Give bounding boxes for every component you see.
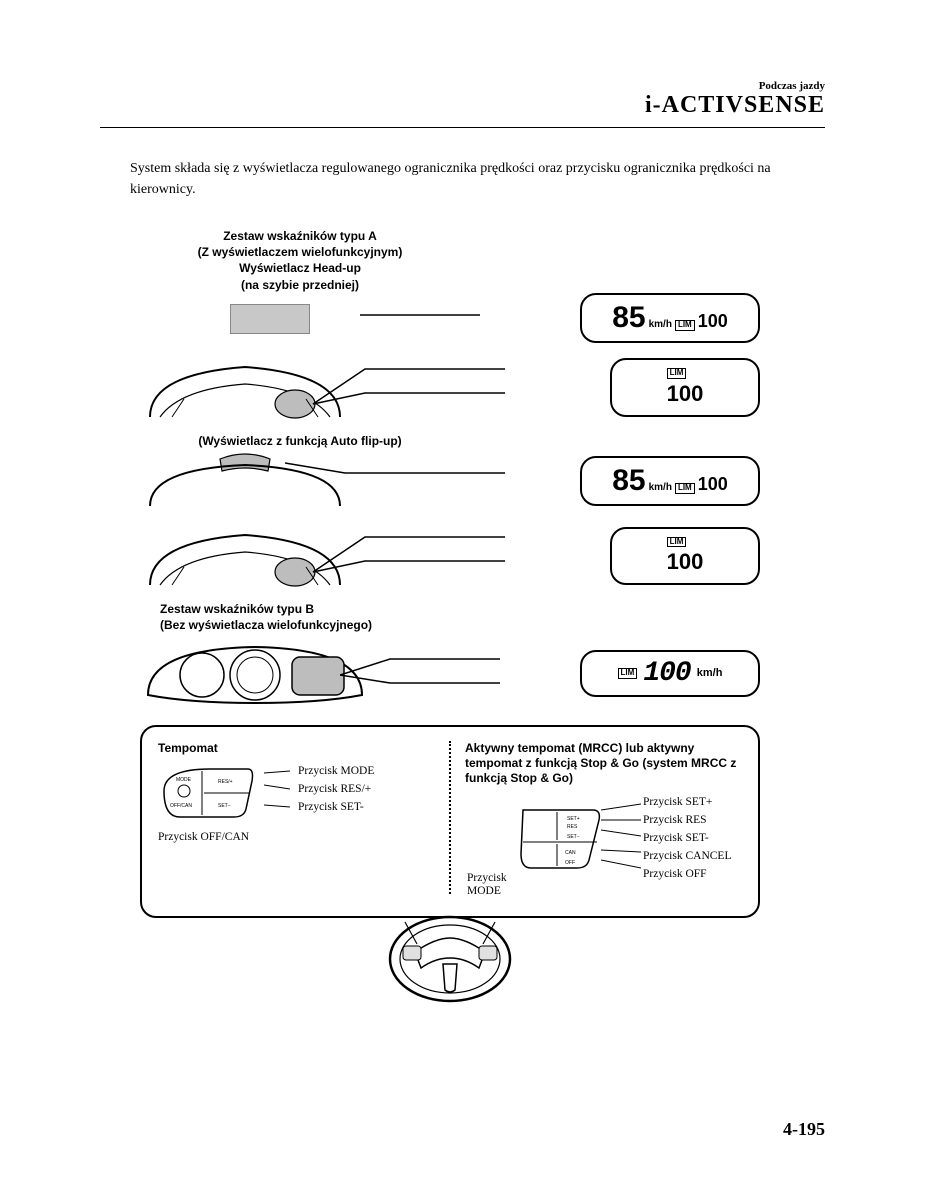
steering-wheel-wrap (140, 914, 760, 1009)
page-number: 4-195 (783, 1119, 825, 1140)
callout-dash-lim-2: LIM 100 (610, 527, 760, 586)
row-hud: 85 km/h LIM 100 (140, 293, 760, 343)
row-dash-2: LIM 100 (140, 517, 760, 595)
caption-a-line1: Zestaw wskaźników typu A (150, 228, 450, 244)
header-category: Podczas jazdy (100, 80, 825, 92)
section-a-caption: Zestaw wskaźników typu A (Z wyświetlacze… (150, 228, 450, 293)
dashboard-illustration-1 (140, 349, 350, 427)
mid-caption: (Wyświetlacz z funkcją Auto flip-up) (150, 433, 450, 449)
limit-value-7seg: 100 (643, 658, 690, 689)
caption-a-line3: Wyświetlacz Head-up (150, 260, 450, 276)
limit-value: 100 (667, 381, 704, 407)
svg-text:SET+: SET+ (567, 816, 580, 822)
controls-col-mrcc: Aktywny tempomat (MRCC) lub aktywny temp… (451, 741, 742, 894)
page-header: Podczas jazdy i-ACTIVSENSE (100, 80, 825, 119)
caption-b-line1: Zestaw wskaźników typu B (160, 601, 760, 617)
lim-icon: LIM (667, 537, 687, 548)
speed-unit: km/h (697, 667, 723, 679)
svg-text:CAN: CAN (565, 850, 576, 856)
intro-text: System składa się z wyświetlacza regulow… (100, 158, 825, 200)
leader-lines-left (264, 763, 290, 825)
tempomat-labels: Przycisk MODE Przycisk RES/+ Przycisk SE… (298, 763, 374, 816)
steering-wheel-icon (385, 914, 515, 1004)
dashboard-illustration-2 (140, 517, 350, 595)
label-mode-right: Przycisk MODE (467, 872, 507, 897)
row-flipup: 85 km/h LIM 100 (140, 451, 760, 511)
speed-value: 85 (612, 464, 645, 498)
tempomat-buttons-illustration: MODE RES/+ OFF/CAN SET− (158, 763, 256, 821)
speed-unit: km/h (649, 319, 672, 330)
controls-box: Tempomat MODE RES/+ OFF/CAN SET− (140, 725, 760, 918)
label-mode: Przycisk MODE (298, 763, 374, 781)
lim-icon: LIM (675, 320, 695, 331)
row-gauges: LIM 100 km/h (140, 639, 760, 707)
speed-unit: km/h (649, 482, 672, 493)
limit-value: 100 (667, 549, 704, 575)
section-b-caption: Zestaw wskaźników typu B (Bez wyświetlac… (160, 601, 760, 633)
callout-flipup-speed: 85 km/h LIM 100 (580, 456, 760, 506)
label-cancel: Przycisk CANCEL (643, 848, 731, 866)
callout-dash-lim-1: LIM 100 (610, 358, 760, 417)
flipup-illustration (140, 451, 350, 511)
mrcc-buttons-illustration: SET+ RES SET− CAN OFF (517, 804, 603, 872)
diagram-area: Zestaw wskaźników typu A (Z wyświetlacze… (140, 228, 760, 918)
callout-hud-speed: 85 km/h LIM 100 (580, 293, 760, 343)
row-dash-1: LIM 100 (140, 349, 760, 427)
mrcc-title: Aktywny tempomat (MRCC) lub aktywny temp… (465, 741, 742, 786)
caption-b-line2: (Bez wyświetlacza wielofunkcyjnego) (160, 617, 760, 633)
lim-icon: LIM (667, 368, 687, 379)
label-offcan: Przycisk OFF/CAN (158, 831, 435, 843)
svg-text:RES/+: RES/+ (218, 779, 233, 785)
header-title: i-ACTIVSENSE (100, 92, 825, 119)
speed-value: 85 (612, 301, 645, 335)
mrcc-labels: Przycisk SET+ Przycisk RES Przycisk SET-… (643, 794, 731, 883)
label-res-r: Przycisk RES (643, 812, 731, 830)
label-setplus: Przycisk SET+ (643, 794, 731, 812)
svg-text:SET−: SET− (567, 834, 580, 840)
leader-lines-right (601, 798, 641, 888)
lim-icon: LIM (618, 668, 638, 679)
label-setminus: Przycisk SET- (643, 830, 731, 848)
lim-icon: LIM (675, 483, 695, 494)
limit-value: 100 (698, 311, 728, 332)
controls-col-tempomat: Tempomat MODE RES/+ OFF/CAN SET− (158, 741, 449, 894)
svg-text:SET−: SET− (218, 803, 231, 809)
hud-projection-rect (230, 304, 310, 334)
label-off: Przycisk OFF (643, 866, 731, 884)
gauge-cluster-illustration (140, 639, 370, 707)
caption-a-line4: (na szybie przedniej) (150, 277, 450, 293)
label-res: Przycisk RES/+ (298, 781, 374, 799)
svg-text:RES: RES (567, 824, 578, 830)
label-set: Przycisk SET- (298, 799, 374, 817)
tempomat-title: Tempomat (158, 741, 435, 755)
svg-text:OFF/CAN: OFF/CAN (170, 803, 192, 809)
svg-text:MODE: MODE (176, 777, 192, 783)
callout-gauge-lim: LIM 100 km/h (580, 650, 760, 697)
svg-text:OFF: OFF (565, 860, 575, 866)
limit-value: 100 (698, 474, 728, 495)
caption-a-line2: (Z wyświetlaczem wielofunkcyjnym) (150, 244, 450, 260)
header-rule (100, 127, 825, 128)
